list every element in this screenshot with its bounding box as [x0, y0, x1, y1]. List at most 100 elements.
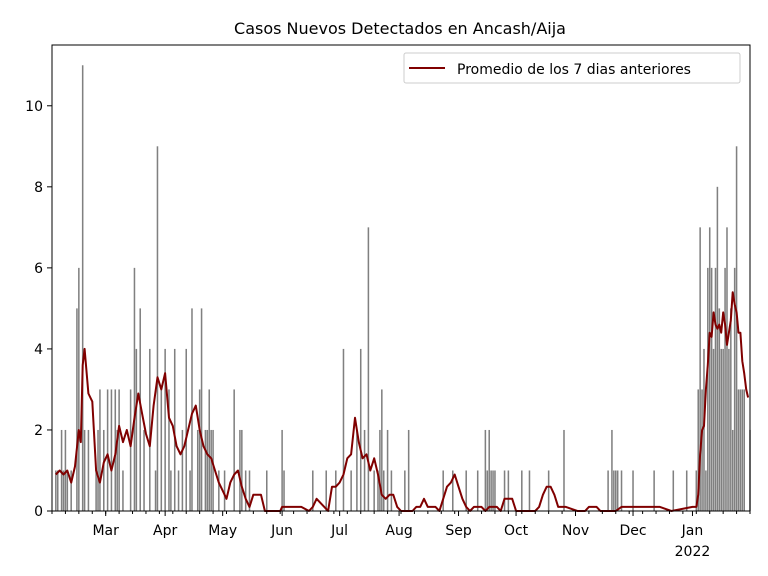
bar: [356, 429, 358, 511]
bar: [484, 429, 487, 511]
bar: [731, 429, 734, 511]
bar: [198, 389, 201, 511]
bar: [672, 470, 675, 511]
bar: [66, 470, 69, 511]
y-tick-label: 8: [34, 180, 43, 196]
bar: [452, 470, 454, 511]
bar: [382, 470, 385, 511]
bar: [64, 429, 67, 511]
legend-label: Promedio de los 7 dias anteriores: [457, 62, 691, 78]
bar: [373, 470, 375, 511]
legend: Promedio de los 7 dias anteriores: [403, 52, 741, 84]
bar: [154, 470, 157, 511]
bar: [241, 429, 243, 511]
bar: [191, 308, 193, 511]
bar: [743, 389, 746, 511]
bar: [55, 470, 57, 511]
bar: [724, 267, 726, 511]
bar: [547, 470, 550, 511]
line-series: [55, 291, 750, 512]
axes: 0 2 4 6 8 10 Mar Apr May Jun Jul Aug Sep Oct Nov Dec Jan…: [25, 44, 751, 560]
bar: [521, 470, 523, 511]
x-tick-label: Jun: [270, 523, 293, 539]
bar: [720, 348, 723, 511]
bar: [212, 429, 214, 511]
bar: [200, 308, 203, 511]
bar: [710, 267, 713, 511]
bar: [730, 308, 732, 511]
bar: [528, 470, 531, 511]
bar: [488, 429, 490, 511]
bar: [701, 389, 703, 511]
bar: [283, 470, 285, 511]
x-tick-label: Aug: [385, 523, 412, 539]
bar: [196, 429, 199, 511]
bar: [716, 186, 719, 511]
bar: [266, 470, 268, 511]
bar: [70, 470, 72, 511]
bar: [110, 389, 113, 511]
bar: [390, 470, 393, 511]
bar: [156, 146, 159, 511]
bar: [733, 267, 736, 511]
x-tick-label: May: [208, 523, 237, 539]
bar: [490, 470, 492, 511]
bar: [611, 429, 613, 511]
x-tick-label: Nov: [562, 523, 589, 539]
bar: [386, 429, 389, 511]
bar: [78, 267, 80, 511]
bar: [494, 470, 496, 511]
bar: [476, 470, 479, 511]
bar: [143, 429, 145, 511]
bar: [95, 470, 97, 511]
bar: [507, 470, 510, 511]
bar: [613, 470, 615, 511]
bar: [653, 470, 655, 511]
bar: [407, 429, 410, 511]
bar: [363, 429, 366, 511]
bar: [239, 429, 241, 511]
bar: [106, 389, 109, 511]
bar: [189, 470, 191, 511]
bar: [312, 470, 314, 511]
bar: [377, 470, 379, 511]
x-tick-label: Mar: [92, 523, 119, 539]
bar: [87, 429, 90, 511]
bar: [233, 389, 235, 511]
bar: [185, 348, 187, 511]
bar: [381, 389, 383, 511]
bar: [712, 348, 715, 511]
bar: [563, 429, 565, 511]
bar: [204, 429, 207, 511]
bar: [160, 389, 163, 511]
bar: [705, 470, 707, 511]
bar: [177, 470, 180, 511]
bar: [741, 389, 744, 511]
bar: [164, 348, 166, 511]
y-tick-label: 0: [34, 504, 43, 520]
bar: [122, 470, 124, 511]
bar: [722, 348, 724, 511]
bar: [170, 470, 172, 511]
bar: [726, 227, 728, 511]
bar: [342, 348, 345, 511]
bar: [62, 470, 65, 511]
bar: [359, 348, 362, 511]
bar: [248, 470, 251, 511]
bar: [81, 65, 84, 512]
bar: [129, 389, 132, 511]
bar: [97, 429, 99, 511]
legend-box: [403, 52, 741, 84]
bar: [492, 470, 494, 511]
bar: [486, 470, 489, 511]
bar: [465, 470, 467, 511]
bar: [103, 429, 105, 511]
bar: [83, 429, 86, 511]
bar: [367, 227, 370, 511]
bar: [697, 389, 699, 511]
bar: [206, 429, 209, 511]
bar: [707, 267, 709, 511]
bar: [208, 389, 211, 511]
bar: [404, 470, 406, 511]
